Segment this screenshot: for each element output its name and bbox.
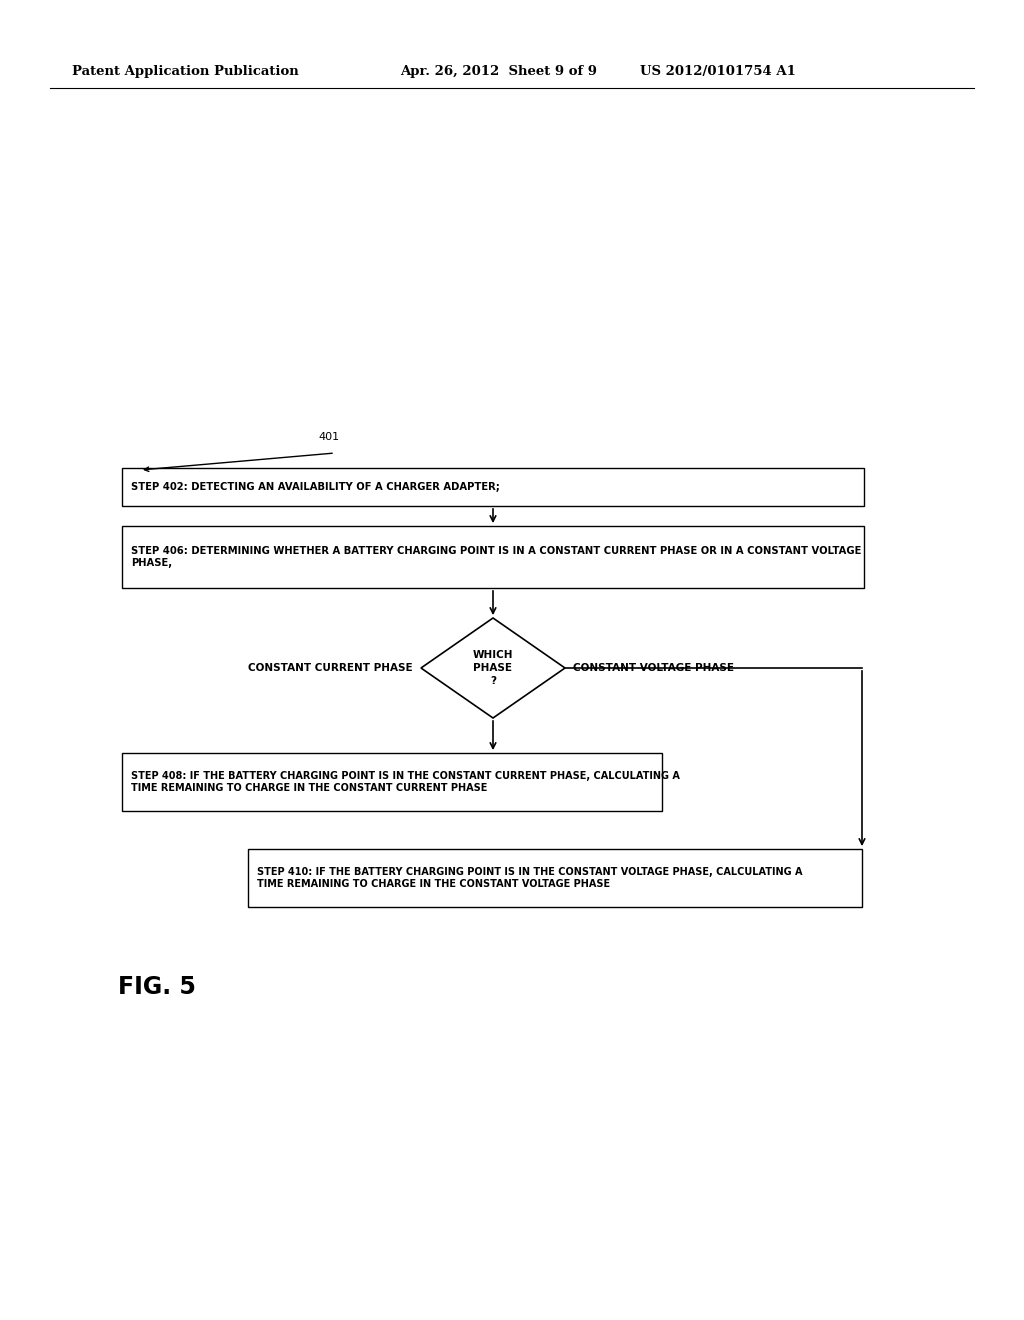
Text: STEP 406: DETERMINING WHETHER A BATTERY CHARGING POINT IS IN A CONSTANT CURRENT : STEP 406: DETERMINING WHETHER A BATTERY … — [131, 546, 861, 568]
Text: STEP 408: IF THE BATTERY CHARGING POINT IS IN THE CONSTANT CURRENT PHASE, CALCUL: STEP 408: IF THE BATTERY CHARGING POINT … — [131, 771, 680, 793]
Text: WHICH
PHASE
?: WHICH PHASE ? — [473, 649, 513, 686]
Text: STEP 410: IF THE BATTERY CHARGING POINT IS IN THE CONSTANT VOLTAGE PHASE, CALCUL: STEP 410: IF THE BATTERY CHARGING POINT … — [257, 867, 803, 888]
Bar — [122, 469, 864, 506]
Text: Patent Application Publication: Patent Application Publication — [72, 66, 299, 78]
Text: CONSTANT VOLTAGE PHASE: CONSTANT VOLTAGE PHASE — [573, 663, 734, 673]
Text: Apr. 26, 2012  Sheet 9 of 9: Apr. 26, 2012 Sheet 9 of 9 — [400, 66, 597, 78]
Text: US 2012/0101754 A1: US 2012/0101754 A1 — [640, 66, 796, 78]
Text: 401: 401 — [318, 432, 339, 442]
Bar — [248, 849, 862, 907]
Bar — [122, 752, 662, 810]
Text: STEP 402: DETECTING AN AVAILABILITY OF A CHARGER ADAPTER;: STEP 402: DETECTING AN AVAILABILITY OF A… — [131, 482, 500, 492]
Bar — [122, 525, 864, 587]
Text: FIG. 5: FIG. 5 — [118, 975, 196, 999]
Text: CONSTANT CURRENT PHASE: CONSTANT CURRENT PHASE — [249, 663, 413, 673]
